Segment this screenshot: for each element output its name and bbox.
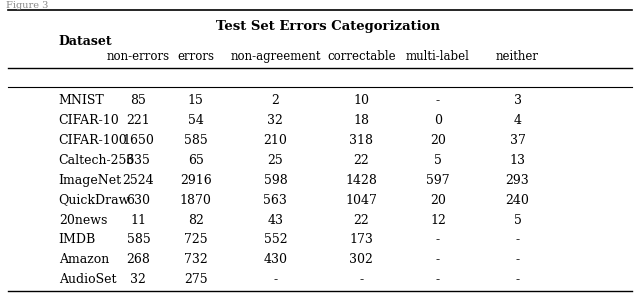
Text: 3: 3	[513, 94, 522, 107]
Text: 4: 4	[513, 114, 522, 127]
Text: 302: 302	[349, 253, 373, 266]
Text: QuickDraw: QuickDraw	[59, 194, 130, 207]
Text: 0: 0	[434, 114, 442, 127]
Text: -: -	[515, 233, 520, 246]
Text: -: -	[436, 94, 440, 107]
Text: CIFAR-100: CIFAR-100	[59, 134, 127, 147]
Text: 18: 18	[353, 114, 369, 127]
Text: 1047: 1047	[346, 194, 378, 207]
Text: -: -	[436, 253, 440, 266]
Text: Dataset: Dataset	[59, 35, 113, 48]
Text: 13: 13	[509, 154, 525, 167]
Text: 2524: 2524	[123, 174, 154, 187]
Text: 65: 65	[188, 154, 204, 167]
Text: 5: 5	[514, 213, 522, 226]
Text: 2916: 2916	[180, 174, 212, 187]
Text: 15: 15	[188, 94, 204, 107]
Text: 22: 22	[353, 154, 369, 167]
Text: 12: 12	[430, 213, 446, 226]
Text: 1428: 1428	[346, 174, 378, 187]
Text: 2: 2	[271, 94, 279, 107]
Text: 37: 37	[509, 134, 525, 147]
Text: 563: 563	[264, 194, 287, 207]
Text: 5: 5	[434, 154, 442, 167]
Text: 25: 25	[268, 154, 284, 167]
Text: -: -	[436, 273, 440, 286]
Text: neither: neither	[496, 49, 539, 63]
Text: non-errors: non-errors	[107, 49, 170, 63]
Text: IMDB: IMDB	[59, 233, 96, 246]
Text: Amazon: Amazon	[59, 253, 109, 266]
Text: 1650: 1650	[122, 134, 154, 147]
Text: MNIST: MNIST	[59, 94, 104, 107]
Text: AudioSet: AudioSet	[59, 273, 116, 286]
Text: 32: 32	[131, 273, 147, 286]
Text: errors: errors	[177, 49, 214, 63]
Text: 335: 335	[127, 154, 150, 167]
Text: -: -	[515, 273, 520, 286]
Text: -: -	[436, 233, 440, 246]
Text: 318: 318	[349, 134, 373, 147]
Text: 210: 210	[264, 134, 287, 147]
Text: 22: 22	[353, 213, 369, 226]
Text: 11: 11	[131, 213, 147, 226]
Text: Figure 3: Figure 3	[6, 1, 49, 10]
Text: 1870: 1870	[180, 194, 212, 207]
Text: 732: 732	[184, 253, 207, 266]
Text: 20: 20	[430, 134, 446, 147]
Text: 552: 552	[264, 233, 287, 246]
Text: 10: 10	[353, 94, 369, 107]
Text: -: -	[515, 253, 520, 266]
Text: -: -	[273, 273, 278, 286]
Text: 20: 20	[430, 194, 446, 207]
Text: CIFAR-10: CIFAR-10	[59, 114, 120, 127]
Text: 585: 585	[184, 134, 207, 147]
Text: 585: 585	[127, 233, 150, 246]
Text: Caltech-256: Caltech-256	[59, 154, 135, 167]
Text: Test Set Errors Categorization: Test Set Errors Categorization	[216, 20, 440, 33]
Text: 173: 173	[349, 233, 373, 246]
Text: 240: 240	[506, 194, 529, 207]
Text: 293: 293	[506, 174, 529, 187]
Text: 85: 85	[131, 94, 147, 107]
Text: 430: 430	[264, 253, 287, 266]
Text: 32: 32	[268, 114, 284, 127]
Text: 630: 630	[126, 194, 150, 207]
Text: 43: 43	[268, 213, 284, 226]
Text: 275: 275	[184, 273, 207, 286]
Text: multi-label: multi-label	[406, 49, 470, 63]
Text: 82: 82	[188, 213, 204, 226]
Text: 268: 268	[127, 253, 150, 266]
Text: 597: 597	[426, 174, 450, 187]
Text: ImageNet: ImageNet	[59, 174, 122, 187]
Text: 221: 221	[127, 114, 150, 127]
Text: correctable: correctable	[327, 49, 396, 63]
Text: 598: 598	[264, 174, 287, 187]
Text: non-agreement: non-agreement	[230, 49, 321, 63]
Text: 54: 54	[188, 114, 204, 127]
Text: 725: 725	[184, 233, 207, 246]
Text: -: -	[359, 273, 364, 286]
Text: 20news: 20news	[59, 213, 107, 226]
